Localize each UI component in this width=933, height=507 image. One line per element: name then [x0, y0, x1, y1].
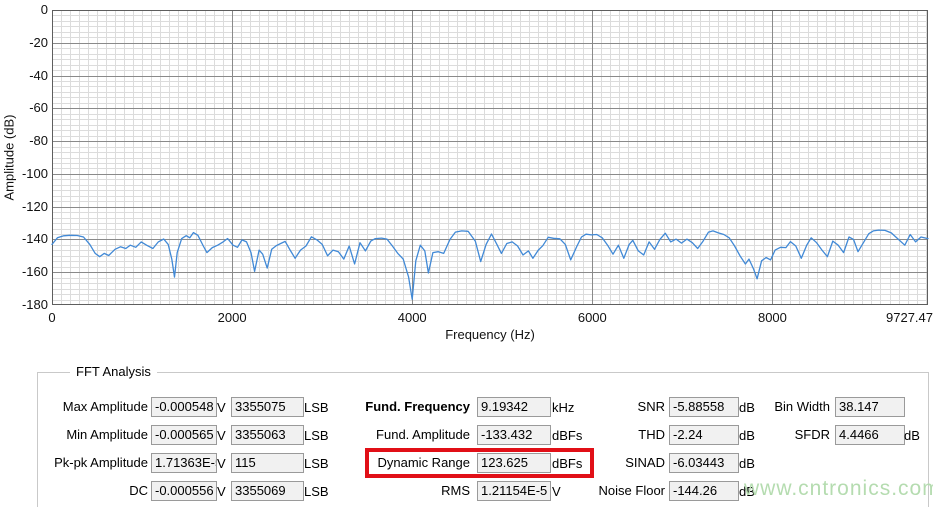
spectrum-chart: Amplitude (dB) Frequency (Hz) 0 -20 -40 -60…: [2, 2, 933, 343]
value-box-rms[interactable]: 1.21154E-5: [477, 481, 551, 501]
unit-label: dB: [739, 456, 755, 471]
fft-analysis-title: FFT Analysis: [70, 364, 157, 379]
field-label-max-amplitude: Max Amplitude: [62, 399, 148, 414]
x-tick-label: 6000: [577, 310, 607, 325]
field-label-snr: SNR: [637, 399, 665, 414]
y-tick-label: -140: [21, 231, 48, 247]
x-axis-title: Frequency (Hz): [445, 327, 535, 342]
value-box-sfdr[interactable]: 4.4466: [835, 425, 905, 445]
y-tick-label: -120: [21, 198, 48, 214]
value-box-pk-pk-amplitude-lsb[interactable]: 115: [231, 453, 304, 473]
field-label-fund-frequency: Fund. Frequency: [365, 399, 470, 414]
y-tick-label: -80: [29, 133, 48, 149]
field-label-fund-amplitude: Fund. Amplitude: [376, 427, 470, 442]
unit-label: V: [217, 400, 226, 415]
x-tick-label: 8000: [757, 310, 787, 325]
y-tick-label: -40: [29, 67, 48, 83]
unit-label: LSB: [304, 428, 329, 443]
value-box-sinad[interactable]: -6.03443: [669, 453, 739, 473]
unit-label: dB: [904, 428, 920, 443]
unit-label: dB: [739, 484, 755, 499]
unit-label: V: [217, 428, 226, 443]
value-box-fund-frequency[interactable]: 9.19342: [477, 397, 551, 417]
field-label-thd: THD: [638, 427, 665, 442]
value-box-dynamic-range[interactable]: 123.625: [477, 453, 551, 473]
field-label-min-amplitude: Min Amplitude: [66, 427, 148, 442]
value-box-max-amplitude[interactable]: -0.000548: [151, 397, 217, 417]
unit-label: V: [217, 484, 226, 499]
value-box-dc-lsb[interactable]: 3355069: [231, 481, 304, 501]
y-tick-label: -160: [21, 264, 48, 280]
field-label-sinad: SINAD: [625, 455, 665, 470]
x-tick-label: 0: [48, 310, 56, 325]
value-box-bin-width[interactable]: 38.147: [835, 397, 905, 417]
field-label-noise-floor: Noise Floor: [598, 483, 665, 498]
x-tick-label: 9727.47: [886, 310, 933, 325]
watermark-text: www.cntronics.com: [744, 477, 933, 500]
unit-label: LSB: [304, 400, 329, 415]
spectrum-plot: [51, 10, 929, 305]
y-tick-label: -60: [29, 100, 48, 116]
y-tick-label: -100: [21, 165, 48, 181]
unit-label: dB: [739, 428, 755, 443]
value-box-pk-pk-amplitude[interactable]: 1.71363E-5: [151, 453, 217, 473]
unit-label: kHz: [552, 400, 575, 415]
grid-major: [52, 10, 928, 305]
field-label-pk-pk-amplitude: Pk-pk Amplitude: [54, 455, 148, 470]
field-label-sfdr: SFDR: [794, 427, 830, 442]
unit-label: V: [217, 456, 226, 471]
value-box-thd[interactable]: -2.24: [669, 425, 739, 445]
grid-minor: [52, 10, 928, 305]
unit-label: LSB: [304, 484, 329, 499]
unit-label: dBFs: [552, 428, 583, 443]
spectrum-trace: [51, 229, 929, 300]
y-tick-label: -180: [21, 297, 48, 312]
y-tick-label: -20: [29, 34, 48, 50]
value-box-noise-floor[interactable]: -144.26: [669, 481, 739, 501]
unit-label: dB: [739, 400, 755, 415]
value-box-min-amplitude[interactable]: -0.000565: [151, 425, 217, 445]
value-box-max-amplitude-lsb[interactable]: 3355075: [231, 397, 304, 417]
x-tick-label: 4000: [397, 310, 427, 325]
unit-label: dBFs: [552, 456, 583, 471]
unit-label: LSB: [304, 456, 329, 471]
x-tick-label: 2000: [217, 310, 247, 325]
field-label-bin-width: Bin Width: [774, 399, 830, 414]
value-box-snr[interactable]: -5.88558: [669, 397, 739, 417]
value-box-fund-amplitude[interactable]: -133.432: [477, 425, 551, 445]
plot-border: [52, 10, 928, 305]
value-box-min-amplitude-lsb[interactable]: 3355063: [231, 425, 304, 445]
field-label-rms: RMS: [441, 483, 470, 498]
field-label-dc: DC: [129, 483, 148, 498]
field-label-dynamic-range: Dynamic Range: [377, 455, 471, 470]
y-tick-label: 0: [40, 2, 48, 17]
value-box-dc[interactable]: -0.000556: [151, 481, 217, 501]
unit-label: V: [552, 484, 561, 499]
